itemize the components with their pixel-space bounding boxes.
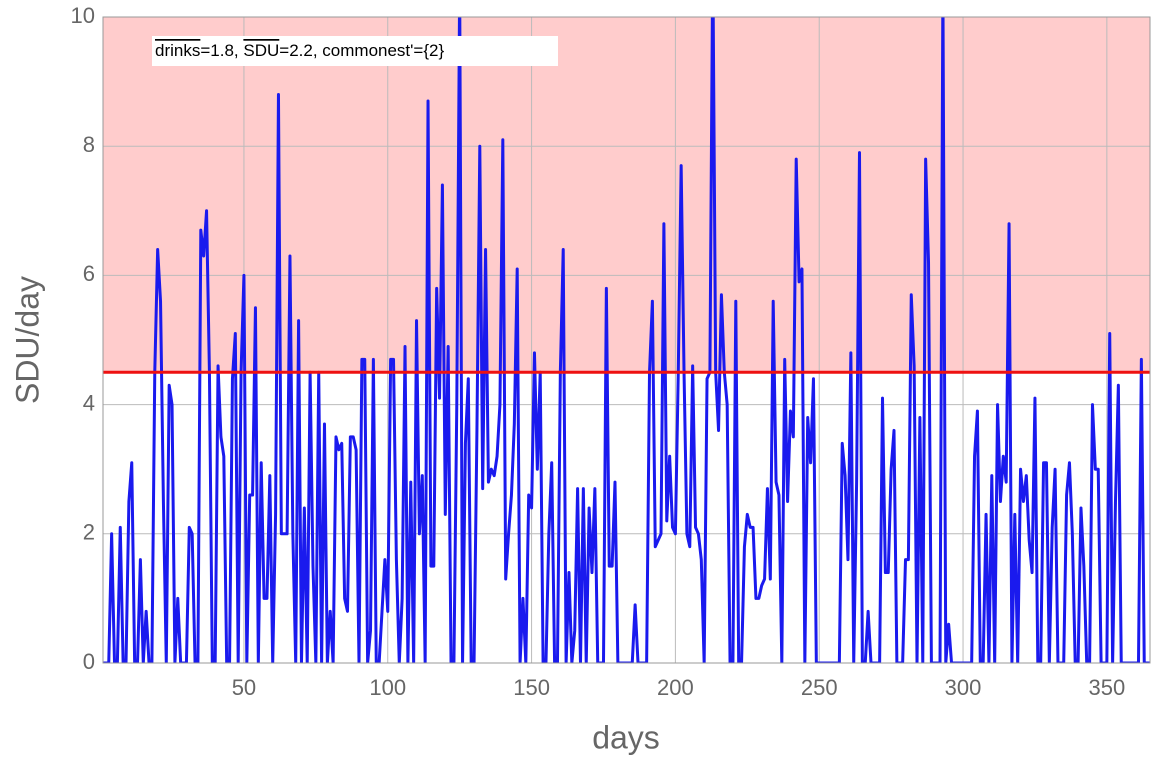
data-line — [103, 17, 1150, 663]
y-tick-label: 10 — [71, 3, 95, 28]
x-tick-label: 200 — [657, 675, 694, 700]
plot-marks — [103, 17, 1150, 663]
annotation-part: drinks — [155, 41, 200, 60]
plot-background — [103, 17, 1150, 373]
x-tick-label: 100 — [369, 675, 406, 700]
annotation: drinks=1.8, SDU=2.2, commonest'={2} — [155, 41, 444, 60]
annotation-part: =2.2, commonest'={2} — [279, 41, 444, 60]
x-tick-label: 350 — [1088, 675, 1125, 700]
x-tick-label: 50 — [232, 675, 256, 700]
annotation-box — [152, 36, 558, 66]
y-tick-label: 2 — [83, 520, 95, 545]
y-axis-label: SDU/day — [9, 276, 45, 404]
x-tick-label: 150 — [513, 675, 550, 700]
y-tick-label: 4 — [83, 390, 95, 415]
threshold-band — [103, 17, 1150, 373]
annotation-part: =1.8, — [200, 41, 243, 60]
y-tick-label: 6 — [83, 261, 95, 286]
y-tick-label: 0 — [83, 649, 95, 674]
labels: 50 100 150 200 250 300 350 0 2 4 6 8 10 — [71, 3, 1126, 700]
x-tick-label: 250 — [801, 675, 838, 700]
x-tick-label: 300 — [945, 675, 982, 700]
y-tick-label: 8 — [83, 132, 95, 157]
plot-frame — [102, 16, 1151, 664]
annotation-part: SDU — [243, 41, 279, 60]
x-axis-label: days — [592, 719, 660, 755]
